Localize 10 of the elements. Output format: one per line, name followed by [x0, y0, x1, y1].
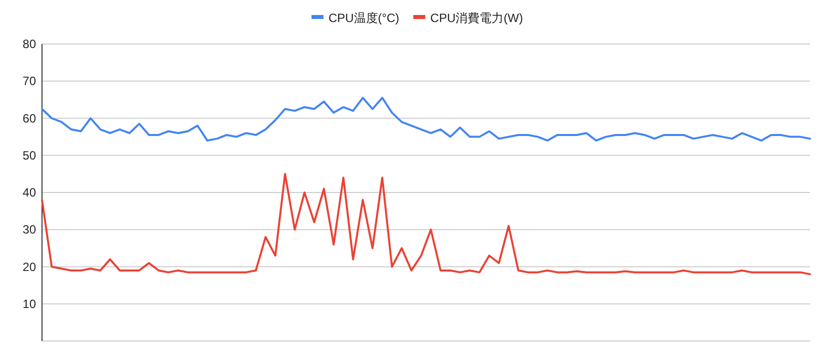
y-tick-label: 30 [22, 222, 36, 237]
y-tick-label: 20 [22, 260, 36, 274]
y-tick-label: 40 [22, 186, 36, 200]
y-tick-label: 60 [22, 111, 36, 126]
y-tick-label: 70 [22, 74, 36, 88]
y-tick-label: 50 [22, 148, 36, 162]
legend-label: CPU温度(°C) [328, 11, 400, 25]
y-tick-label: 80 [22, 37, 36, 51]
y-tick-label: 10 [22, 296, 36, 311]
legend-label: CPU消費電力(W) [430, 11, 523, 25]
